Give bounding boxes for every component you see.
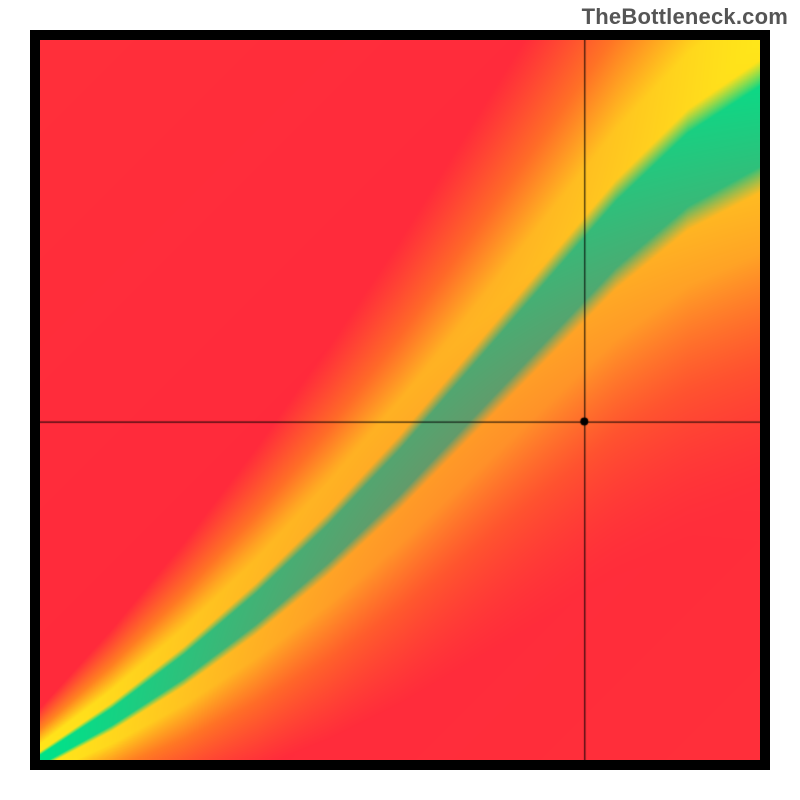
heatmap-canvas — [40, 40, 760, 760]
watermark-text: TheBottleneck.com — [582, 4, 788, 30]
plot-frame — [30, 30, 770, 770]
